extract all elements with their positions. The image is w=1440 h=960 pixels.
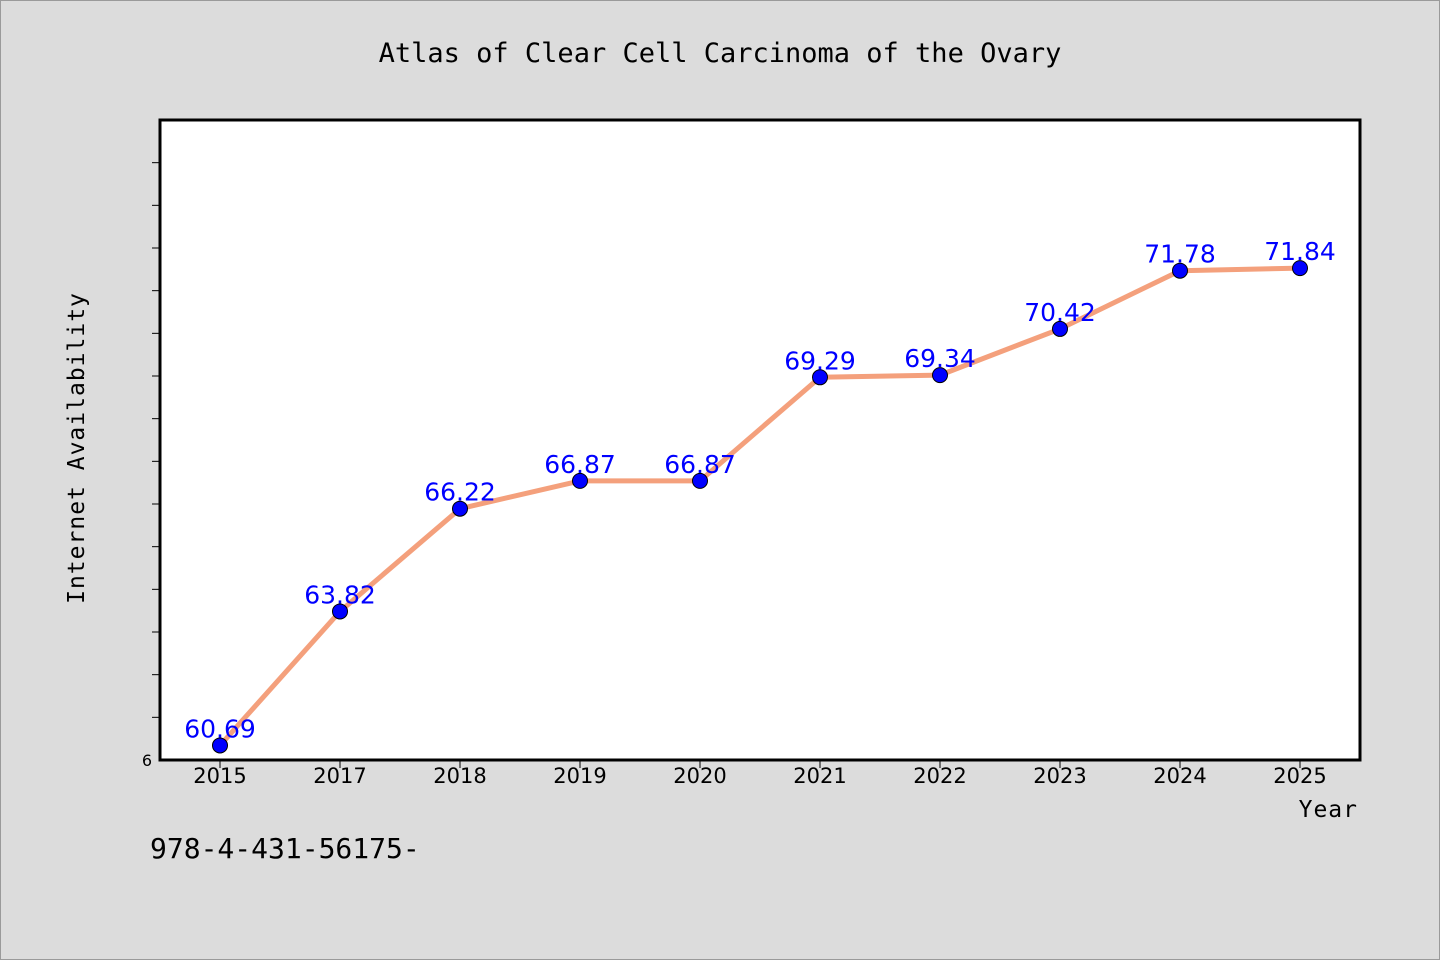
data-point xyxy=(212,737,228,754)
x-axis-ticks: 2015 2017 2018 2019 2020 2021 2022 2023 2024 2025 xyxy=(193,760,1327,788)
chart-title: Atlas of Clear Cell Carcinoma of the Ova… xyxy=(379,38,1062,69)
data-point xyxy=(332,603,348,620)
x-tick-label: 2024 xyxy=(1153,764,1206,788)
data-point xyxy=(932,367,948,384)
data-point xyxy=(812,369,828,386)
data-label: 70.42 xyxy=(1024,298,1096,327)
x-tick-label: 2015 xyxy=(193,764,246,788)
x-tick-label: 2022 xyxy=(913,764,966,788)
data-label: 66.87 xyxy=(664,450,736,479)
x-tick-label: 2017 xyxy=(313,764,366,788)
series-line xyxy=(217,265,1303,748)
data-point xyxy=(452,500,468,517)
x-tick-label: 2018 xyxy=(433,764,486,788)
data-point xyxy=(692,472,708,489)
y-tick-label: 6 xyxy=(142,751,152,770)
data-point xyxy=(1172,262,1188,279)
x-tick-label: 2021 xyxy=(793,764,846,788)
data-label: 71.84 xyxy=(1264,237,1336,266)
data-label: 69.34 xyxy=(904,344,976,373)
data-label: 71.78 xyxy=(1144,240,1216,269)
y-axis-label: Internet Availability xyxy=(64,292,90,604)
x-tick-label: 2019 xyxy=(553,764,606,788)
data-point xyxy=(1292,260,1308,277)
data-label: 63.82 xyxy=(304,580,376,609)
x-tick-label: 2020 xyxy=(673,764,726,788)
data-label: 66.22 xyxy=(424,478,496,507)
data-label: 60.69 xyxy=(184,714,256,743)
x-axis-label: Year xyxy=(1299,797,1358,823)
x-tick-label: 2023 xyxy=(1033,764,1086,788)
data-point xyxy=(572,472,588,489)
x-tick-label: 2025 xyxy=(1273,764,1326,788)
y-axis-ticks xyxy=(152,162,160,718)
series-group: 60.69 63.82 66.22 66.87 66.87 69.29 69.34 70.42… xyxy=(184,237,1336,754)
plot-area xyxy=(158,118,1362,762)
data-point xyxy=(1052,320,1068,337)
data-label: 69.29 xyxy=(784,346,856,375)
footer-note: 978-4-431-56175- xyxy=(150,832,420,865)
data-label: 66.87 xyxy=(544,450,616,479)
